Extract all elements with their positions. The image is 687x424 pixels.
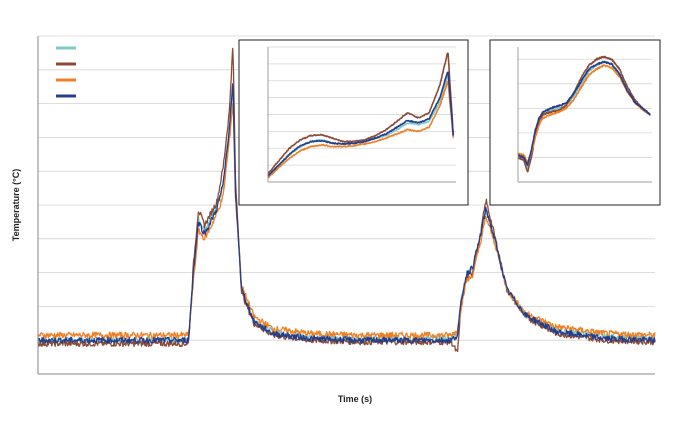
main-axes: [37, 36, 655, 375]
series-line-tc3: [37, 103, 656, 339]
x-axis-label: Time (s): [338, 394, 372, 404]
legend: [56, 46, 76, 98]
inset-frame: [238, 39, 469, 206]
inset-chart-1: [238, 39, 469, 206]
series-line-tc2: [267, 52, 455, 175]
main-series-group: [37, 47, 656, 353]
series-line-tc4: [517, 60, 651, 166]
inset-series-group: [517, 55, 651, 173]
series-line-tc2: [517, 55, 651, 173]
series-line-tc4: [267, 71, 455, 177]
inset-chart-2: [489, 39, 661, 206]
series-line-tc3: [267, 80, 455, 179]
series-line-tc4: [37, 83, 656, 344]
inset-frame: [489, 39, 661, 206]
y-axis-label: Temperature (°C): [11, 169, 21, 241]
inset-series-group: [267, 52, 455, 179]
